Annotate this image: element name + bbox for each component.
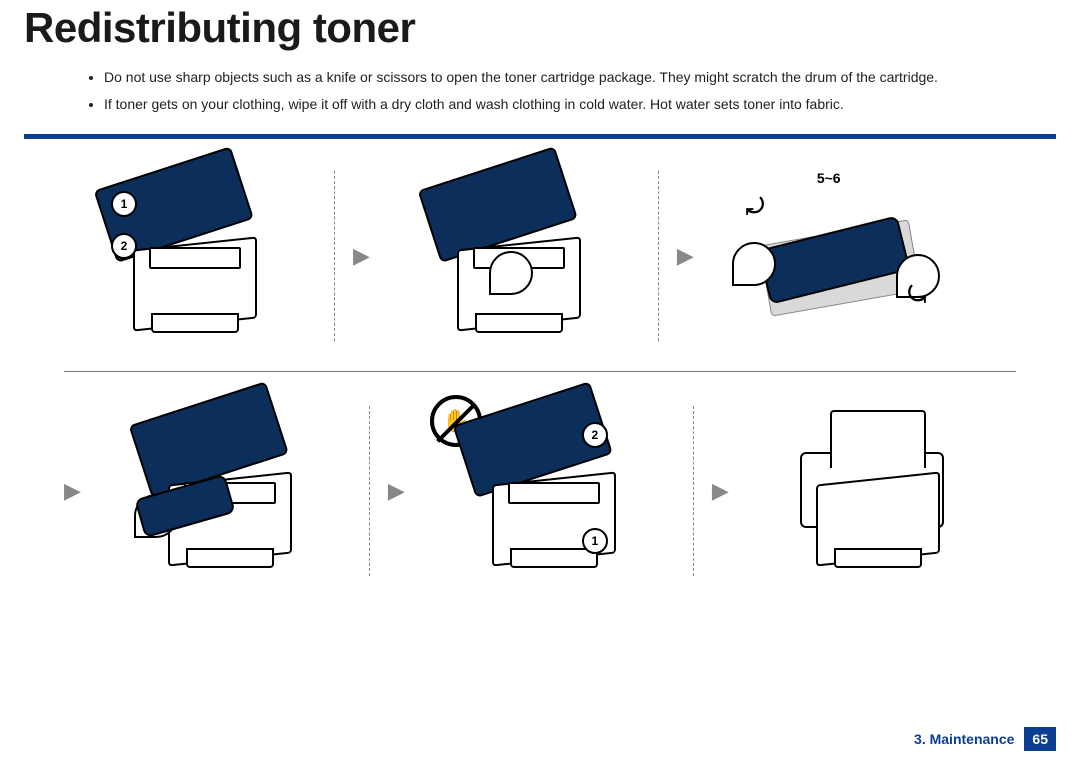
panel-divider bbox=[369, 406, 370, 576]
step-badge: 1 bbox=[582, 528, 608, 554]
step-badge: 2 bbox=[111, 233, 137, 259]
page-title: Redistributing toner bbox=[24, 4, 1056, 52]
next-step-arrow-icon: ▶ bbox=[677, 245, 694, 267]
remove-cartridge-step bbox=[388, 155, 640, 357]
cautions-list: Do not use sharp objects such as a knife… bbox=[64, 66, 1056, 116]
step-row-2: ▶ ▶ ✋ 2 1 ▶ bbox=[24, 390, 1056, 592]
page-footer: 3. Maintenance 65 bbox=[914, 727, 1056, 751]
caution-item: Do not use sharp objects such as a knife… bbox=[104, 66, 1056, 89]
next-step-arrow-icon: ▶ bbox=[64, 480, 81, 502]
reinsert-cartridge-step bbox=[99, 390, 351, 592]
next-step-arrow-icon: ▶ bbox=[712, 480, 729, 502]
rock-toner-step: 5~6 ⤾ ⤿ bbox=[712, 155, 964, 357]
step-badge: 2 bbox=[582, 422, 608, 448]
closed-printer-step bbox=[747, 390, 999, 592]
panel-divider bbox=[658, 171, 659, 341]
row-divider bbox=[64, 371, 1016, 372]
open-lid-step: 1 2 bbox=[64, 155, 316, 357]
rock-count-label: 5~6 bbox=[817, 170, 841, 186]
next-step-arrow-icon: ▶ bbox=[353, 245, 370, 267]
close-lid-step: ✋ 2 1 bbox=[423, 390, 675, 592]
chapter-label: 3. Maintenance bbox=[914, 731, 1014, 747]
next-step-arrow-icon: ▶ bbox=[388, 480, 405, 502]
step-badge: 1 bbox=[111, 191, 137, 217]
panel-divider bbox=[693, 406, 694, 576]
caution-item: If toner gets on your clothing, wipe it … bbox=[104, 93, 1056, 116]
page-number: 65 bbox=[1024, 727, 1056, 751]
panel-divider bbox=[334, 171, 335, 341]
step-row-1: 1 2 ▶ ▶ 5~6 ⤾ ⤿ bbox=[24, 155, 1056, 357]
section-rule bbox=[24, 134, 1056, 139]
